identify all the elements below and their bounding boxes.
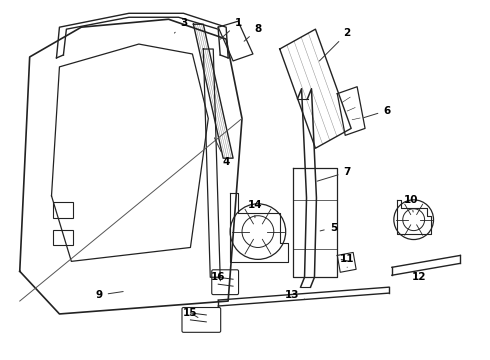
Text: 11: 11 — [340, 255, 354, 267]
Text: 7: 7 — [317, 167, 351, 181]
Text: 9: 9 — [96, 290, 123, 300]
Bar — [53, 230, 74, 246]
Text: 3: 3 — [174, 18, 187, 33]
Text: 14: 14 — [247, 200, 262, 218]
Text: 4: 4 — [215, 138, 230, 167]
Text: 2: 2 — [319, 28, 351, 61]
Text: 10: 10 — [403, 195, 418, 212]
Text: 6: 6 — [364, 105, 391, 118]
Text: 1: 1 — [220, 18, 242, 39]
Text: 15: 15 — [183, 308, 198, 318]
Text: 12: 12 — [412, 272, 426, 282]
Text: 5: 5 — [320, 222, 337, 233]
Text: 13: 13 — [284, 290, 305, 300]
Bar — [53, 202, 74, 218]
Text: 8: 8 — [244, 24, 262, 41]
Text: 16: 16 — [211, 272, 225, 282]
